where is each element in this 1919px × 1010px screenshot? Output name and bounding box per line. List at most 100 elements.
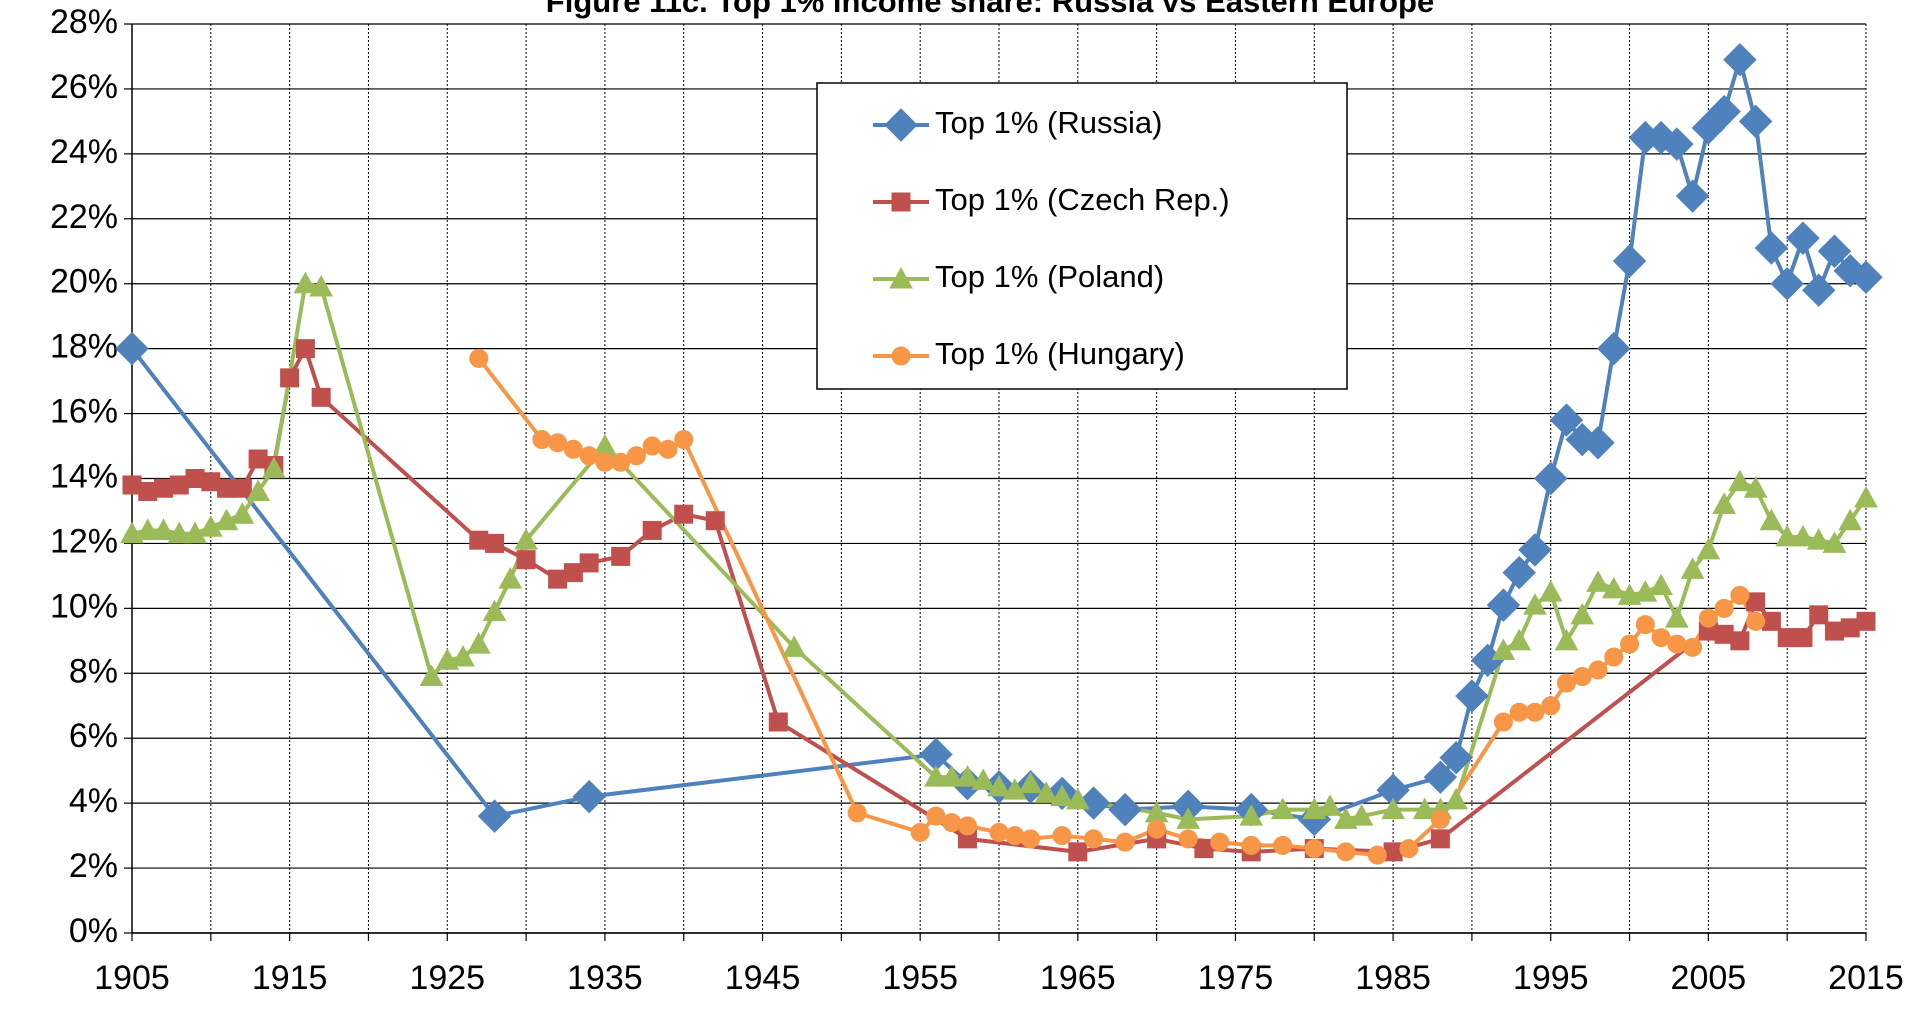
marker (1822, 531, 1847, 553)
x-tick-label: 1955 (882, 959, 958, 997)
marker (1635, 615, 1655, 635)
marker (1667, 634, 1687, 654)
marker (891, 346, 911, 366)
x-tick-label: 1995 (1513, 959, 1589, 997)
legend-label: Top 1% (Hungary) (935, 336, 1185, 371)
marker (232, 478, 252, 498)
marker (674, 504, 694, 524)
marker (477, 799, 512, 833)
marker (1486, 588, 1521, 622)
marker (1412, 797, 1437, 820)
marker (514, 528, 538, 550)
marker (295, 339, 315, 359)
legend: Top 1% (Russia) Top 1% (Czech Rep.) Top 1%… (816, 82, 1348, 390)
marker (1675, 179, 1710, 213)
marker (889, 266, 913, 289)
marker (1523, 593, 1547, 615)
marker (1554, 628, 1579, 651)
marker (1270, 797, 1295, 820)
y-tick-label: 6% (69, 717, 118, 755)
legend-label: Top 1% (Russia) (935, 105, 1162, 140)
marker (1707, 94, 1741, 129)
x-tick-label: 1945 (725, 959, 801, 997)
marker (498, 567, 523, 589)
y-tick-label: 12% (50, 522, 118, 560)
y-tick-label: 4% (69, 782, 118, 820)
marker (1633, 580, 1658, 602)
marker (1759, 508, 1784, 531)
marker (563, 563, 583, 583)
marker (939, 765, 964, 787)
marker (1712, 492, 1736, 514)
marker (1849, 260, 1883, 294)
plot-area (115, 43, 1883, 865)
marker (572, 779, 606, 814)
marker (1002, 778, 1027, 800)
y-tick-label: 24% (50, 133, 118, 171)
marker (1239, 804, 1264, 826)
marker (1541, 696, 1561, 716)
marker (151, 518, 176, 540)
marker (1664, 606, 1689, 628)
marker (1581, 426, 1615, 460)
marker (1728, 469, 1752, 492)
marker (1502, 555, 1536, 590)
x-tick-label: 1905 (94, 959, 170, 997)
marker (1698, 608, 1718, 628)
y-tick-label: 20% (50, 263, 118, 301)
marker (1318, 794, 1342, 816)
marker (309, 274, 334, 297)
marker (135, 518, 160, 540)
marker (1854, 485, 1878, 508)
marker (1549, 403, 1584, 437)
marker (1660, 127, 1694, 161)
marker (246, 479, 270, 501)
x-tick-label: 1965 (1040, 959, 1116, 997)
marker (230, 502, 255, 524)
marker (1586, 570, 1610, 592)
grid: 0% 2% 4% 6% 8% 10% 12% 14% 16% 18% 20% 22% 24% 26% 28%… (50, 3, 1904, 997)
marker (1746, 611, 1766, 631)
marker (466, 632, 491, 654)
marker (451, 645, 475, 667)
marker (1050, 784, 1074, 807)
marker (1068, 842, 1088, 862)
marker (1649, 573, 1673, 596)
x-tick-label: 1985 (1355, 959, 1431, 997)
y-tick-label: 8% (69, 652, 118, 690)
y-tick-label: 10% (50, 587, 118, 625)
marker (658, 439, 678, 459)
marker (485, 533, 505, 553)
x-tick-label: 2005 (1671, 959, 1747, 997)
marker (1115, 832, 1135, 852)
marker (1770, 267, 1804, 301)
marker (1304, 839, 1324, 859)
marker (1021, 829, 1041, 849)
marker (1754, 231, 1789, 265)
marker (768, 712, 788, 732)
marker (1680, 557, 1705, 579)
marker (1597, 331, 1631, 366)
marker (1730, 585, 1750, 605)
marker (1604, 647, 1624, 667)
marker (1601, 576, 1626, 599)
marker (1817, 234, 1852, 268)
marker (674, 430, 694, 450)
marker (1084, 829, 1104, 849)
marker (198, 515, 223, 537)
marker (183, 521, 207, 544)
marker (1534, 461, 1568, 496)
x-tick-label: 2015 (1828, 959, 1904, 997)
marker (1612, 244, 1647, 278)
marker (1455, 679, 1489, 713)
marker (642, 436, 662, 456)
marker (1620, 634, 1640, 654)
marker (1108, 792, 1142, 827)
marker (1052, 826, 1072, 846)
marker (1683, 637, 1703, 657)
x-tick-label: 1935 (567, 959, 643, 997)
marker (1005, 826, 1025, 846)
marker (910, 822, 930, 842)
marker (1034, 781, 1059, 803)
marker (214, 508, 239, 531)
